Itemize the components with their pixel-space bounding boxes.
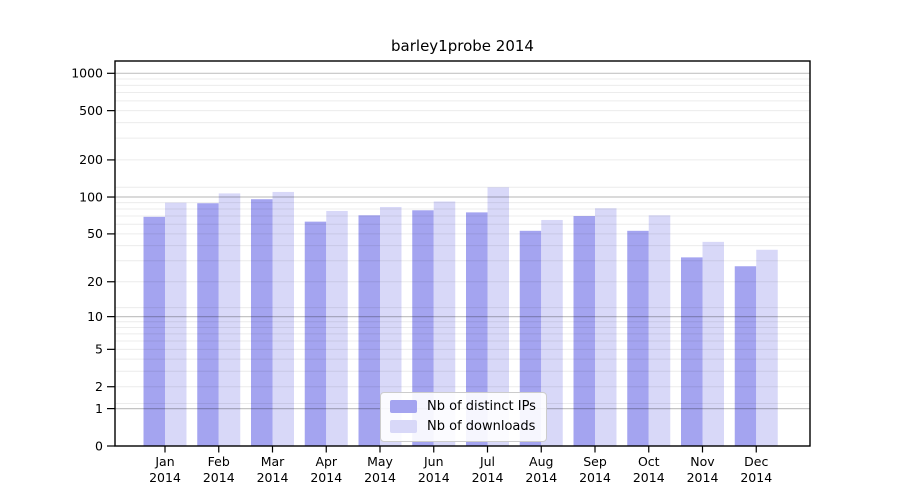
y-tick-label: 20 xyxy=(87,274,103,289)
chart-title: barley1probe 2014 xyxy=(391,37,534,55)
bar-distinct-ips-nov xyxy=(681,257,703,446)
bar-downloads-aug xyxy=(541,219,563,446)
x-tick-label-year: 2014 xyxy=(149,470,181,485)
y-tick-label: 1 xyxy=(95,401,103,416)
y-tick-label: 200 xyxy=(79,152,103,167)
x-tick-label-month: Jan xyxy=(154,454,174,469)
legend-item-downloads: Nb of downloads xyxy=(390,418,536,435)
grid-layer xyxy=(115,72,810,410)
x-tick-label-month: Dec xyxy=(744,454,768,469)
axes-layer: 01251020501002005001000Jan2014Feb2014Mar… xyxy=(71,66,772,485)
bar-downloads-apr xyxy=(326,210,348,446)
bar-distinct-ips-sep xyxy=(573,216,595,446)
plot-border xyxy=(114,60,811,447)
x-tick-label-year: 2014 xyxy=(310,470,342,485)
x-tick-label-year: 2014 xyxy=(203,470,235,485)
x-tick-label-year: 2014 xyxy=(740,470,772,485)
bar-downloads-nov xyxy=(702,241,724,446)
y-tick-label: 10 xyxy=(87,309,103,324)
x-tick-label-month: Aug xyxy=(529,454,553,469)
x-tick-label-month: May xyxy=(367,454,393,469)
legend-swatch-distinct-ips xyxy=(390,400,417,413)
bar-distinct-ips-oct xyxy=(627,230,649,446)
bar-downloads-oct xyxy=(648,215,671,446)
bar-distinct-ips-jan xyxy=(143,216,165,446)
bar-downloads-feb xyxy=(218,193,241,446)
bar-distinct-ips-jul xyxy=(466,212,488,446)
x-tick-label-month: Oct xyxy=(638,454,660,469)
x-tick-label-month: Jul xyxy=(479,454,495,469)
x-tick-label-year: 2014 xyxy=(579,470,611,485)
x-tick-label-month: Nov xyxy=(690,454,715,469)
bar-distinct-ips-dec xyxy=(734,266,757,446)
y-tick-label: 100 xyxy=(79,189,103,204)
legend-label-distinct-ips: Nb of distinct IPs xyxy=(427,399,536,414)
y-tick-label: 500 xyxy=(79,103,103,118)
x-tick-label-month: Mar xyxy=(261,454,285,469)
x-tick-label-month: Jun xyxy=(423,454,444,469)
x-tick-label-year: 2014 xyxy=(257,470,289,485)
x-tick-label-year: 2014 xyxy=(633,470,665,485)
x-tick-label-month: Sep xyxy=(583,454,607,469)
y-tick-label: 5 xyxy=(95,342,103,357)
legend-swatch-downloads xyxy=(390,420,417,433)
legend-item-distinct-ips: Nb of distinct IPs xyxy=(390,398,536,415)
bar-downloads-dec xyxy=(756,249,778,446)
bar-downloads-jun xyxy=(433,201,456,446)
legend-label-downloads: Nb of downloads xyxy=(427,419,536,434)
y-tick-label: 1000 xyxy=(71,66,103,81)
bar-downloads-mar xyxy=(272,191,294,446)
x-tick-label-month: Apr xyxy=(315,454,337,469)
y-tick-label: 2 xyxy=(95,379,103,394)
x-tick-label-year: 2014 xyxy=(525,470,557,485)
bar-distinct-ips-feb xyxy=(197,203,219,446)
x-tick-label-year: 2014 xyxy=(364,470,396,485)
y-tick-label: 50 xyxy=(87,226,103,241)
x-tick-label-year: 2014 xyxy=(418,470,450,485)
legend: Nb of distinct IPs Nb of downloads xyxy=(380,392,547,442)
x-tick-label-year: 2014 xyxy=(687,470,719,485)
x-tick-label-year: 2014 xyxy=(472,470,504,485)
y-tick-label: 0 xyxy=(95,438,103,453)
x-tick-label-month: Feb xyxy=(208,454,230,469)
bar-downloads-jan xyxy=(165,202,187,446)
bar-distinct-ips-may xyxy=(358,215,380,446)
